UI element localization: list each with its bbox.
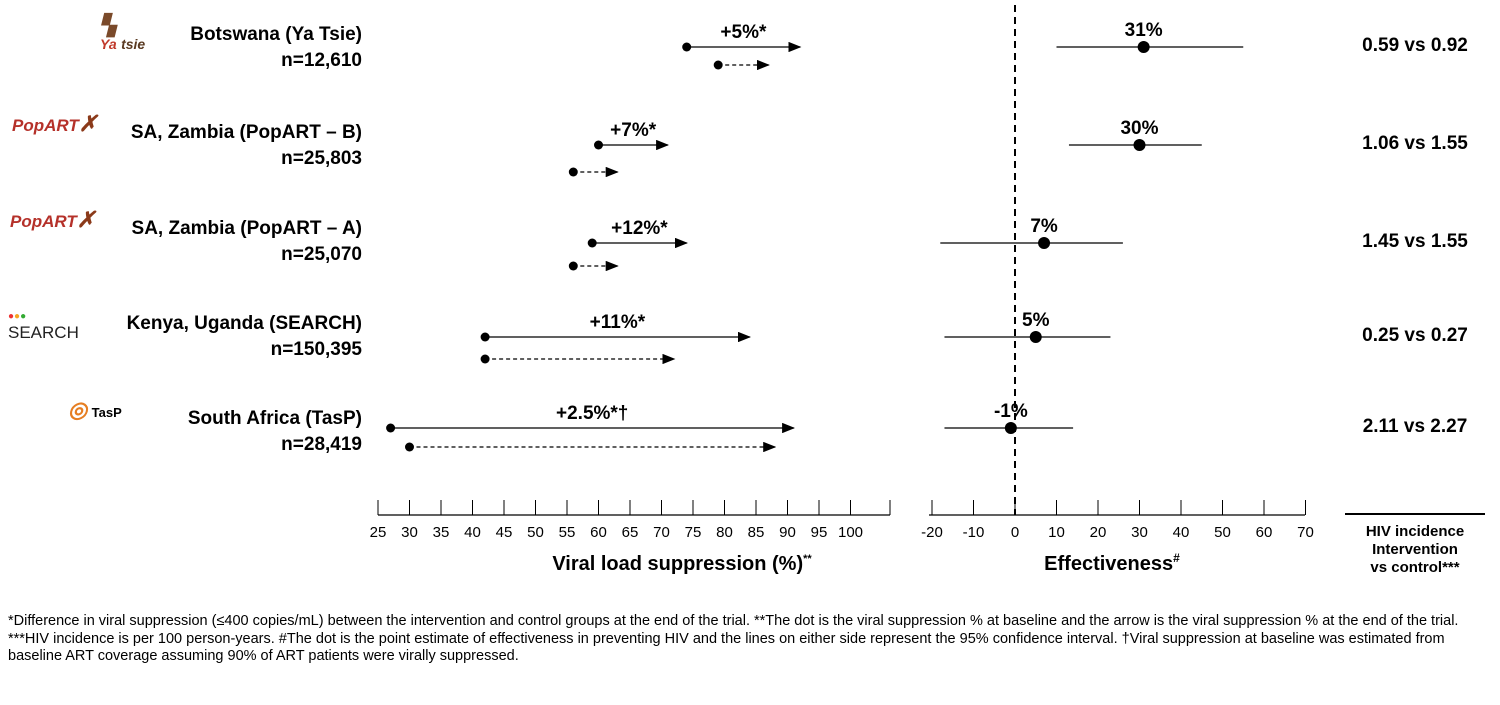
sample-size: n=28,419 [281, 434, 362, 455]
difference-label: +11%* [590, 312, 646, 333]
intervention-baseline-dot [594, 140, 603, 150]
vl-tick-label: 45 [496, 524, 513, 541]
vl-tick-label: 25 [370, 524, 387, 541]
vl-tick-label: 80 [716, 524, 733, 541]
eff-tick-label: 10 [1048, 524, 1065, 541]
study-logo: PopART✗ [10, 207, 96, 232]
sample-size: n=25,803 [281, 148, 362, 169]
incidence-header-line: Intervention [1372, 541, 1458, 558]
difference-label: +12%* [611, 218, 668, 239]
effectiveness-label: 5% [1022, 310, 1050, 331]
vl-tick-label: 55 [559, 524, 576, 541]
eff-tick-label: 50 [1214, 524, 1231, 541]
effectiveness-point [1004, 422, 1017, 434]
sample-size: n=12,610 [281, 50, 362, 71]
vl-tick-label: 40 [464, 524, 481, 541]
difference-label: +2.5%*† [556, 403, 628, 424]
control-baseline-dot [480, 354, 490, 364]
vl-axis-title: Viral load suppression (%)** [552, 553, 812, 575]
study-name: South Africa (TasP) [187, 408, 362, 429]
vl-tick-label: 90 [779, 524, 796, 541]
vl-tick-label: 30 [401, 524, 418, 541]
vl-tick-label: 70 [653, 524, 670, 541]
effectiveness-label: 30% [1120, 118, 1158, 139]
vl-tick-label: 65 [622, 524, 639, 541]
effectiveness-label: 7% [1030, 216, 1058, 237]
study-label: SA, Zambia (PopART – B) n=25,803 [131, 122, 362, 170]
sample-size: n=150,395 [270, 339, 362, 360]
eff-tick-label: 70 [1297, 524, 1314, 541]
study-logo: PopART✗ [12, 111, 98, 136]
eff-axis-title: Effectiveness# [1044, 551, 1180, 575]
study-name: SA, Zambia (PopART – A) [131, 218, 362, 239]
incidence-value: 0.25 vs 0.27 [1362, 325, 1468, 346]
eff-tick-label: 40 [1173, 524, 1190, 541]
intervention-baseline-dot [587, 238, 597, 248]
vl-tick-label: 60 [590, 524, 607, 541]
study-logo: ▚ Ya tsie [100, 15, 146, 52]
vl-tick-label: 50 [527, 524, 544, 541]
study-logo: ●●● SEARCH [8, 311, 79, 342]
incidence-value: 2.11 vs 2.27 [1362, 416, 1468, 437]
eff-tick-label: 30 [1131, 524, 1148, 541]
eff-tick-label: 0 [1011, 524, 1019, 541]
study-name: SA, Zambia (PopART – B) [130, 122, 362, 143]
incidence-value: 1.45 vs 1.55 [1362, 231, 1468, 252]
study-name: Kenya, Uganda (SEARCH) [126, 313, 362, 334]
study-logo: ◎ TasP [68, 397, 122, 422]
effectiveness-point [1133, 139, 1146, 151]
effectiveness-point [1038, 237, 1051, 249]
study-label: South Africa (TasP) n=28,419 [188, 408, 362, 456]
control-baseline-dot [568, 167, 578, 177]
difference-label: +7%* [610, 120, 657, 141]
difference-label: +5%* [720, 22, 767, 43]
incidence-value: 1.06 vs 1.55 [1362, 133, 1468, 154]
effectiveness-label: 31% [1125, 20, 1163, 41]
study-name: Botswana (Ya Tsie) [190, 24, 362, 45]
incidence-header: HIV incidence Intervention vs control*** [1345, 513, 1485, 577]
vl-tick-label: 35 [433, 524, 450, 541]
study-label: Botswana (Ya Tsie) n=12,610 [190, 24, 362, 72]
eff-tick-label: -10 [963, 524, 985, 541]
intervention-baseline-dot [480, 332, 490, 342]
effectiveness-label: -1% [994, 401, 1028, 422]
intervention-baseline-dot [682, 42, 692, 52]
study-label: SA, Zambia (PopART – A) n=25,070 [132, 218, 362, 266]
eff-tick-label: 20 [1090, 524, 1107, 541]
footnote: *Difference in viral suppression (≤400 c… [8, 613, 1459, 664]
sample-size: n=25,070 [281, 244, 362, 265]
intervention-baseline-dot [386, 423, 396, 433]
plot-area: +5%* 31% +7%* 30% +12%* 7% +11%* 5% +2.5%*† -1% 2… [370, 5, 1314, 575]
control-baseline-dot [713, 60, 723, 70]
incidence-header-line: vs control*** [1370, 559, 1460, 576]
effectiveness-point [1137, 41, 1150, 53]
vl-tick-label: 85 [748, 524, 765, 541]
incidence-header-line: HIV incidence [1365, 523, 1465, 540]
vl-tick-label: 100 [838, 524, 863, 541]
control-baseline-dot [405, 442, 414, 452]
study-label: Kenya, Uganda (SEARCH) n=150,395 [127, 313, 362, 361]
control-baseline-dot [568, 261, 578, 271]
vl-tick-label: 95 [811, 524, 828, 541]
incidence-value: 0.59 vs 0.92 [1362, 35, 1468, 56]
eff-tick-label: -20 [921, 524, 943, 541]
vl-tick-label: 75 [685, 524, 702, 541]
eff-tick-label: 60 [1256, 524, 1273, 541]
effectiveness-point [1029, 331, 1042, 343]
